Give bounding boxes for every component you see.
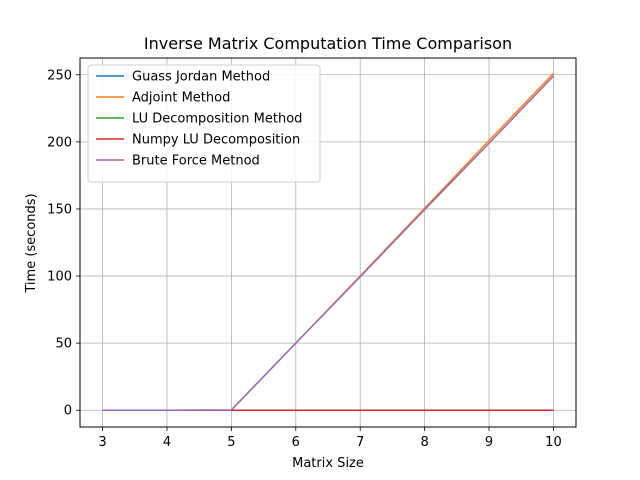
plot-area-frame bbox=[79, 57, 577, 428]
series-lines bbox=[102, 72, 554, 411]
x-tick-label: 4 bbox=[163, 435, 171, 450]
legend-box bbox=[87, 64, 321, 183]
legend-label-3: Numpy LU Decomposition bbox=[132, 133, 300, 148]
x-tick-label: 9 bbox=[485, 435, 493, 450]
x-axis-label: Matrix Size bbox=[292, 456, 364, 471]
y-tick-label: 100 bbox=[47, 270, 72, 285]
legend-label-0: Guass Jordan Method bbox=[132, 70, 270, 85]
y-axis-label: Time (seconds) bbox=[24, 193, 39, 293]
x-tick-label: 6 bbox=[292, 435, 300, 450]
y-tick-label: 0 bbox=[64, 404, 72, 419]
legend: Guass Jordan Method Adjoint Method LU Deco… bbox=[87, 64, 321, 183]
y-tick-label: 200 bbox=[47, 135, 72, 150]
x-tick-label: 10 bbox=[545, 435, 562, 450]
x-tick-label: 7 bbox=[356, 435, 364, 450]
x-tick-label: 3 bbox=[98, 435, 106, 450]
chart-title: Inverse Matrix Computation Time Comparis… bbox=[144, 34, 512, 53]
y-tick-label: 250 bbox=[47, 68, 72, 83]
x-tick-label: 5 bbox=[227, 435, 235, 450]
y-tick-label: 50 bbox=[55, 337, 72, 352]
legend-label-1: Adjoint Method bbox=[132, 91, 230, 106]
series-line-4 bbox=[102, 75, 554, 411]
y-tick-label: 150 bbox=[47, 202, 72, 217]
legend-label-2: LU Decomposition Method bbox=[132, 112, 302, 127]
legend-label-4: Brute Force Metnod bbox=[132, 154, 260, 169]
x-tick-label: 8 bbox=[420, 435, 428, 450]
